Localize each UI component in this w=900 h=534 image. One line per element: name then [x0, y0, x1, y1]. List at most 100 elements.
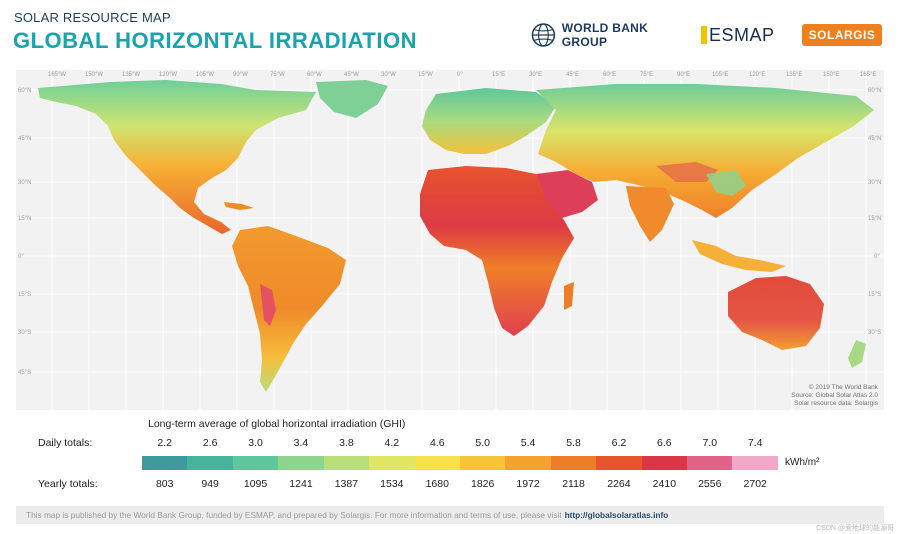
credit-line: Source: Global Solar Atlas 2.0 — [791, 392, 878, 399]
lon-tick: 30°E — [529, 72, 542, 78]
color-swatch — [732, 456, 778, 470]
lon-tick: 15°E — [492, 72, 505, 78]
esmap-logo-text: ESMAP — [709, 24, 775, 45]
globe-icon — [531, 23, 556, 47]
yearly-value: 1534 — [380, 478, 404, 490]
color-scale-bar — [142, 456, 778, 470]
lon-tick: 105°W — [196, 72, 214, 78]
yearly-value: 949 — [201, 478, 219, 490]
north-america-region — [38, 80, 316, 234]
world-map: 165°W 150°W 135°W 120°W 105°W 90°W 75°W … — [16, 70, 884, 410]
lat-tick: 0° — [18, 254, 24, 260]
color-swatch — [459, 456, 506, 470]
lat-tick: 60°N — [868, 88, 881, 94]
lon-tick: 15°W — [418, 72, 433, 78]
color-swatch — [414, 456, 460, 470]
daily-value: 2.6 — [202, 437, 218, 449]
lon-tick: 90°E — [677, 72, 690, 78]
legend-title: Long-term average of global horizontal i… — [148, 418, 406, 430]
lon-tick: 75°W — [270, 72, 285, 78]
yearly-value: 2118 — [562, 478, 585, 490]
esmap-logo: ESMAP — [701, 22, 775, 48]
yearly-value: 1387 — [334, 478, 359, 490]
south-america-region — [232, 226, 346, 392]
daily-value: 4.6 — [429, 437, 445, 449]
daily-value: 5.0 — [475, 437, 490, 449]
greenland-region — [316, 80, 388, 118]
daily-value: 3.8 — [339, 437, 354, 449]
yearly-value: 1680 — [425, 478, 449, 490]
lat-tick: 30°N — [18, 180, 31, 186]
lon-tick: 135°W — [122, 72, 140, 78]
yearly-value: 2702 — [743, 478, 767, 490]
watermark: CSDN @爱地球的能源哥 — [816, 525, 894, 532]
global-solar-atlas-link[interactable]: http://globalsolaratlas.info — [564, 510, 669, 520]
lat-tick: 60°N — [18, 88, 31, 94]
credit-line: Solar resource data: Solargis — [794, 400, 878, 407]
daily-value: 6.6 — [657, 437, 672, 449]
footer-text: This map is published by the World Bank … — [26, 510, 562, 520]
yearly-values: 803 949 1095 1241 1387 1534 1680 1826 19… — [142, 478, 778, 490]
daily-value: 7.0 — [702, 437, 718, 449]
lon-tick: 60°E — [603, 72, 616, 78]
map-subtitle: SOLAR RESOURCE MAP — [14, 10, 171, 25]
maritime-asia-region — [692, 240, 786, 272]
yearly-value: 1826 — [470, 478, 495, 490]
daily-value: 6.2 — [611, 437, 627, 449]
daily-totals-label: Daily totals: — [38, 437, 93, 449]
africa-region — [420, 166, 574, 336]
color-swatch — [596, 456, 642, 470]
lon-tick: 105°E — [712, 72, 728, 78]
yearly-value: 2556 — [698, 478, 722, 490]
longitude-ticks: 165°W 150°W 135°W 120°W 105°W 90°W 75°W … — [48, 72, 876, 78]
yearly-value: 1095 — [243, 478, 268, 490]
asia-region — [536, 84, 874, 218]
color-swatch — [278, 456, 324, 470]
daily-value: 3.4 — [293, 437, 309, 449]
lat-tick: 15°S — [868, 292, 881, 298]
world-bank-logo-text: WORLD BANK GROUP — [561, 21, 649, 49]
lon-tick: 165°W — [48, 72, 66, 78]
daily-value: 2.2 — [157, 437, 173, 449]
lat-tick: 45°N — [18, 136, 31, 142]
caribbean-region — [224, 202, 254, 210]
lon-tick: 120°E — [749, 72, 765, 78]
lon-tick: 150°W — [85, 72, 103, 78]
map-title: GLOBAL HORIZONTAL IRRADIATION — [13, 28, 417, 53]
lat-tick: 30°S — [868, 330, 881, 336]
lon-tick: 60°W — [307, 72, 322, 78]
yearly-value: 1241 — [289, 478, 313, 490]
yearly-value: 803 — [155, 478, 174, 490]
lat-tick: 15°S — [18, 292, 31, 298]
yearly-totals-label: Yearly totals: — [38, 478, 98, 490]
latitude-ticks-right: 60°N 45°N 30°N 15°N 0° 15°S 30°S — [868, 88, 881, 336]
latitude-ticks-left: 60°N 45°N 30°N 15°N 0° 15°S 30°S 45°S — [18, 88, 31, 376]
andes-region — [260, 284, 276, 326]
lat-tick: 0° — [874, 254, 880, 260]
map-credit: © 2019 The World Bank Source: Global Sol… — [791, 384, 878, 408]
lon-tick: 120°W — [159, 72, 177, 78]
esmap-bar-icon — [701, 26, 707, 44]
unit-label: kWh/m² — [785, 457, 820, 468]
daily-value: 7.4 — [747, 437, 763, 449]
arabia-region — [536, 170, 598, 218]
color-swatch — [369, 456, 415, 470]
lat-tick: 30°S — [18, 330, 31, 336]
world-bank-logo: WORLD BANK GROUP — [531, 20, 691, 50]
lon-tick: 165°E — [860, 72, 876, 78]
lon-tick: 90°W — [233, 72, 248, 78]
new-zealand-region — [848, 340, 866, 368]
color-swatch — [687, 456, 733, 470]
lon-tick: 0° — [457, 72, 463, 78]
lon-tick: 45°E — [566, 72, 579, 78]
lat-tick: 45°N — [868, 136, 881, 142]
lat-tick: 30°N — [868, 180, 881, 186]
daily-value: 3.0 — [248, 437, 263, 449]
madagascar-region — [564, 282, 574, 310]
lat-tick: 15°N — [868, 216, 881, 222]
lat-tick: 45°S — [18, 370, 31, 376]
tibet-region — [656, 162, 718, 182]
color-swatch — [232, 456, 279, 470]
daily-value: 5.4 — [520, 437, 536, 449]
solargis-logo: SOLARGIS — [802, 24, 882, 46]
